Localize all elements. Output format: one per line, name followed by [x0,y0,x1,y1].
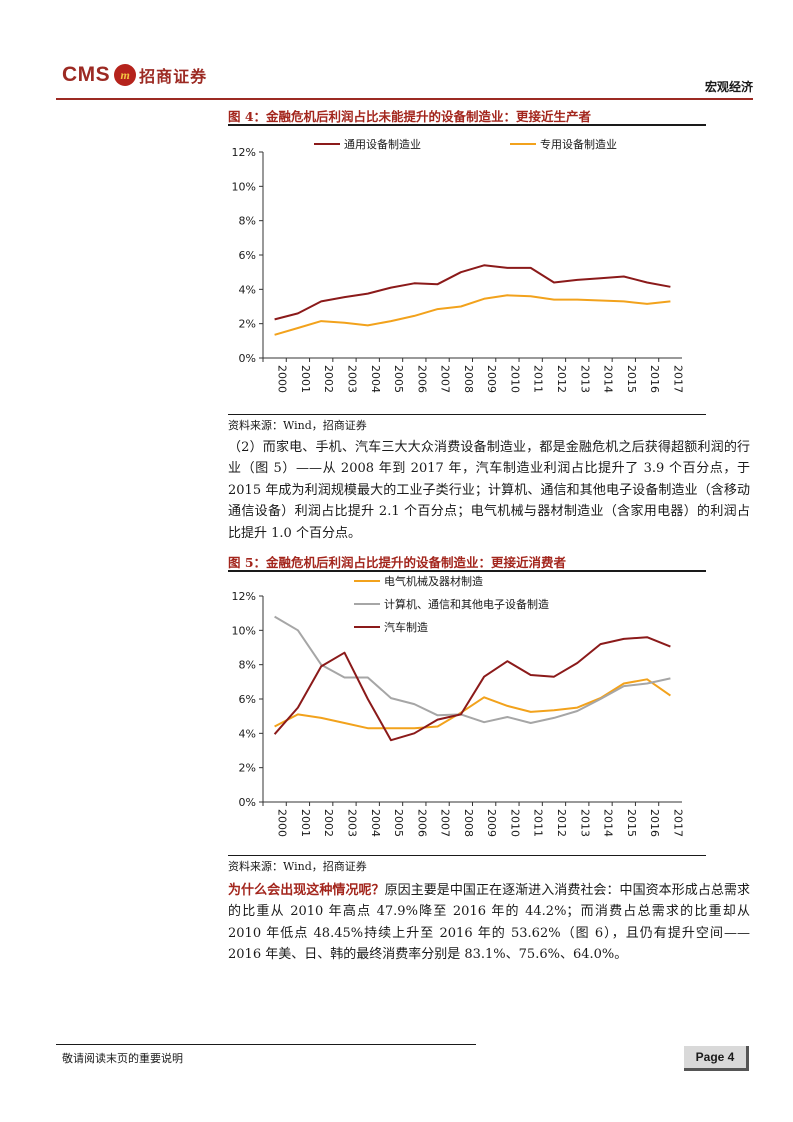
fig4-y-tick-label: 2% [239,318,256,331]
page-number-badge: Page 4 [684,1046,749,1071]
figure5-chart: 0% 2% 4% 6% 8% 10% 12% 2000 2001 2002 2003 2004 2005… [232,574,685,837]
fig5-x-tick-label: 2011 [532,809,545,837]
fig4-x-tick-label: 2002 [322,365,335,393]
fig5-x-tick-label: 2017 [671,809,684,837]
footer-divider [56,1044,476,1045]
figure5-title: 图 5：金融危机后利润占比提升的设备制造业：更接近消费者 [228,555,567,570]
fig5-series-line-3 [273,636,671,742]
fig4-x-tick-label: 2008 [462,365,475,393]
fig4-x-tick-label: 2014 [602,365,615,393]
figure4-source-rule [228,414,706,415]
fig5-legend-label-1: 电气机械及器材制造 [384,574,483,588]
fig5-x-tick-label: 2012 [555,809,568,837]
fig4-x-tick-label: 2005 [392,365,405,393]
logo-chinese-name: 招商证券 [139,67,208,86]
fig5-x-tick-label: 2009 [485,809,498,837]
fig5-x-tick-label: 2013 [578,809,591,837]
fig5-x-tick-label: 2007 [439,809,452,837]
fig4-y-tick-label: 0% [239,352,256,365]
fig5-x-tick-label: 2002 [322,809,335,837]
header-divider [56,98,753,100]
fig4-x-tick-label: 2010 [508,365,521,393]
fig5-series-line-1 [274,678,671,730]
fig4-series-line-1 [274,264,671,321]
fig5-y-tick-label: 2% [239,762,256,775]
logo-text: CMS [62,63,111,86]
fig5-x-tick-label: 2000 [276,809,289,837]
fig4-x-tick-label: 2000 [276,365,289,393]
fig5-series-line-2 [274,615,671,724]
fig4-x-tick-label: 2007 [439,365,452,393]
header-section-label: 宏观经济 [704,80,753,94]
fig4-x-tick-label: 2009 [485,365,498,393]
fig5-y-tick-label: 10% [232,624,256,637]
fig4-x-tick-label: 2003 [345,365,358,393]
fig5-x-tick-label: 2010 [508,809,521,837]
fig5-y-tick-label: 6% [239,693,256,706]
fig5-legend-label-3: 汽车制造 [384,620,428,634]
fig4-legend-label-2: 专用设备制造业 [540,137,617,151]
fig4-x-tick-label: 2011 [532,365,545,393]
fig5-x-tick-label: 2015 [625,809,638,837]
company-logo: CMS m 招商证券 [62,62,207,88]
fig5-y-tick-label: 12% [232,590,256,603]
fig4-y-tick-label: 4% [239,283,256,296]
fig5-y-tick-label: 4% [239,727,256,740]
figure5-source: 资料来源：Wind，招商证券 [228,860,367,873]
fig4-y-tick-label: 6% [239,249,256,262]
fig4-x-tick-label: 2013 [578,365,591,393]
fig4-x-tick-label: 2015 [625,365,638,393]
logo-seal-icon: m [114,64,137,86]
fig5-x-tick-label: 2016 [648,809,661,837]
fig4-x-tick-label: 2017 [671,365,684,393]
fig5-x-tick-label: 2008 [462,809,475,837]
figure5-title-rule [228,570,706,572]
figure4-source: 资料来源：Wind，招商证券 [228,419,367,432]
fig4-x-tick-label: 2004 [369,365,382,393]
fig4-x-tick-label: 2016 [648,365,661,393]
footer-disclaimer-note: 敬请阅读末页的重要说明 [62,1052,183,1065]
figure4-title-rule [228,124,706,126]
figure4-chart: 0% 2% 4% 6% 8% 10% 12% 2000 2001 2002 2003 2004 2005… [232,137,685,393]
fig4-y-tick-label: 8% [239,215,256,228]
fig5-x-tick-label: 2003 [345,809,358,837]
fig4-y-tick-label: 12% [232,146,256,159]
answer-body: 原因主要是中国正在逐渐进入消费社会：中国资本形成占总需求的比重从 2010 年高… [228,883,750,963]
figure5-source-rule [228,855,706,856]
fig4-legend-label-1: 通用设备制造业 [344,137,421,151]
fig5-x-tick-label: 2005 [392,809,405,837]
fig4-x-tick-label: 2006 [415,365,428,393]
fig4-x-tick-label: 2012 [555,365,568,393]
fig5-x-tick-label: 2001 [299,809,312,837]
body-paragraph-2: 为什么会出现这种情况呢？原因主要是中国正在逐渐进入消费社会：中国资本形成占总需求… [228,880,750,966]
figure4-title: 图 4：金融危机后利润占比未能提升的设备制造业：更接近生产者 [228,109,592,124]
fig4-x-tick-label: 2001 [299,365,312,393]
fig5-x-tick-label: 2006 [415,809,428,837]
fig5-x-tick-label: 2004 [369,809,382,837]
fig5-y-tick-label: 0% [239,796,256,809]
fig5-x-tick-label: 2014 [602,809,615,837]
body-paragraph-1: （2）而家电、手机、汽车三大大众消费设备制造业，都是金融危机之后获得超额利润的行… [228,440,750,541]
question-lead: 为什么会出现这种情况呢？ [228,883,385,898]
fig4-series-line-2 [274,294,671,336]
fig5-y-tick-label: 8% [239,659,256,672]
fig5-legend-label-2: 计算机、通信和其他电子设备制造 [384,597,549,611]
fig4-y-tick-label: 10% [232,180,256,193]
